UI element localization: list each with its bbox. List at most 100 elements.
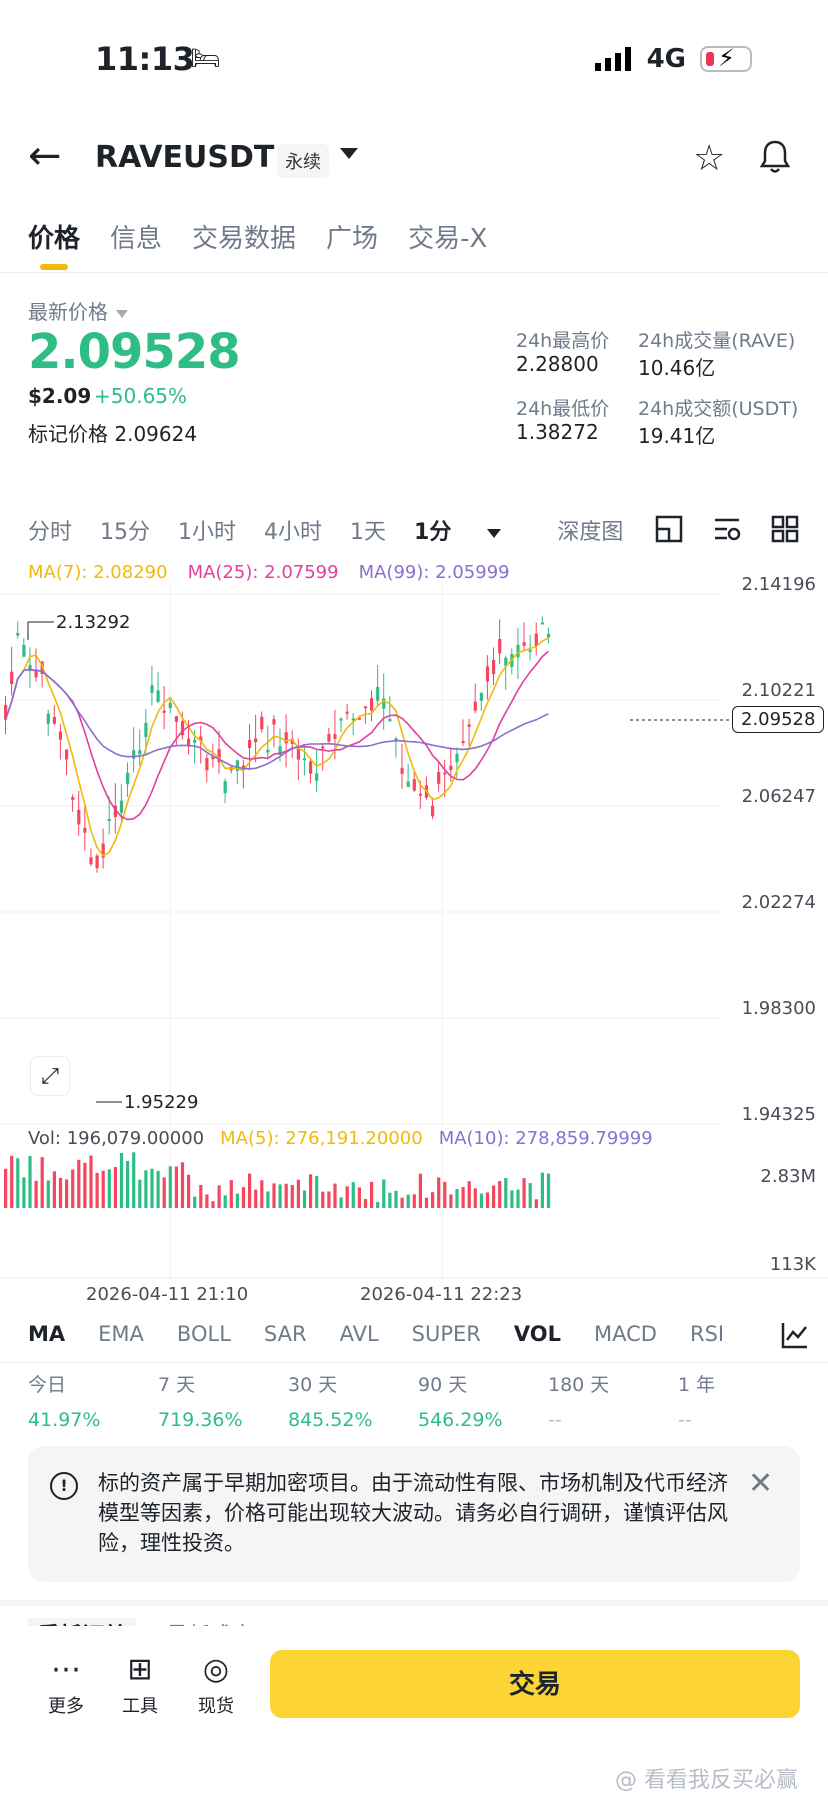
ind-vol[interactable]: VOL (513, 1322, 562, 1346)
volume-bar (223, 1195, 227, 1208)
time-label-2: 2026-04-11 22:23 (360, 1284, 523, 1305)
volume-bar (58, 1177, 63, 1208)
candle-body (126, 772, 130, 785)
trade-button[interactable]: 交易 (270, 1650, 800, 1718)
candle-body (296, 748, 300, 760)
perf-label: 1 年 (678, 1374, 716, 1396)
perf-label: 90 天 (418, 1374, 468, 1396)
candle-body (10, 671, 14, 685)
perf-90d: 90 天 546.29% (418, 1370, 503, 1431)
grid-layout-icon[interactable] (770, 514, 800, 544)
bell-icon[interactable] (760, 140, 790, 174)
volume-bar (168, 1166, 172, 1208)
chart-settings-icon[interactable] (654, 514, 684, 544)
candle-body (309, 761, 313, 774)
close-icon[interactable]: ✕ (748, 1466, 774, 1501)
candle-body (187, 738, 191, 747)
back-arrow-icon[interactable]: ← (28, 133, 62, 179)
indicator-chart-icon[interactable] (780, 1320, 810, 1350)
ind-rsi[interactable]: RSI (689, 1322, 725, 1346)
tools-button[interactable]: ⊞ 工具 (110, 1652, 170, 1718)
candle-body (16, 632, 20, 636)
candle-body (467, 724, 471, 727)
perf-180d: 180 天 -- (548, 1370, 609, 1431)
interval-4h[interactable]: 4小时 (264, 520, 323, 545)
candle-body (540, 622, 544, 625)
candle-body (162, 710, 166, 713)
volume-bar (479, 1193, 483, 1208)
volume-bar (485, 1192, 490, 1208)
ind-macd[interactable]: MACD (594, 1322, 657, 1346)
volume-bar (357, 1187, 361, 1208)
perf-value: 845.52% (288, 1409, 373, 1431)
divider (0, 272, 828, 273)
favorite-star-icon[interactable]: ☆ (693, 138, 726, 179)
current-price-tag: 2.09528 (732, 706, 825, 733)
volume-bar (235, 1193, 239, 1208)
candle-body (278, 746, 282, 755)
tab-info[interactable]: 信息 (110, 224, 163, 254)
symbol-dropdown-icon[interactable] (340, 148, 358, 159)
indicator-tabs: MA EMA BOLL SAR AVL SUPER VOL MACD RSI (28, 1322, 757, 1346)
volume-bar (284, 1183, 288, 1208)
interval-depth[interactable]: 深度图 (557, 520, 624, 545)
candle-body (65, 749, 69, 760)
ind-avl[interactable]: AVL (339, 1322, 379, 1346)
volume-bar (522, 1178, 526, 1208)
fullscreen-icon[interactable]: ⤢ (30, 1056, 70, 1096)
watermark: @ 看看我反买必赢 (615, 1768, 798, 1793)
tab-square[interactable]: 广场 (326, 224, 379, 254)
tab-trade-x[interactable]: 交易-X (408, 224, 488, 254)
ind-sar[interactable]: SAR (263, 1322, 307, 1346)
turnover-24h-label: 24h成交额(USDT) (638, 398, 799, 420)
candle-body (333, 734, 337, 739)
interval-1m[interactable]: 1分 (414, 514, 529, 546)
candle-body (241, 765, 246, 771)
volume-bar (199, 1184, 203, 1208)
candle-body (284, 732, 288, 744)
candle-body (473, 701, 477, 711)
volume-bar (113, 1167, 117, 1208)
interval-1d[interactable]: 1天 (350, 520, 387, 545)
candle-body (138, 750, 142, 755)
perf-30d: 30 天 845.52% (288, 1370, 373, 1431)
spot-button[interactable]: ◎ 现货 (186, 1652, 246, 1718)
volume-bar (16, 1158, 20, 1208)
info-icon: ! (50, 1472, 78, 1500)
volume-bar (400, 1197, 404, 1208)
indicator-settings-icon[interactable] (712, 514, 742, 544)
candle-body (376, 686, 380, 701)
interval-15m[interactable]: 15分 (100, 520, 151, 545)
status-time: 11:13 (95, 40, 195, 78)
candle-body (205, 757, 209, 771)
interval-timeshare[interactable]: 分时 (28, 520, 73, 545)
tab-price[interactable]: 价格 (28, 224, 81, 254)
candle-body (4, 704, 8, 720)
usd-price: $2.09 (28, 384, 92, 408)
y-tick-6: 1.94325 (741, 1104, 816, 1125)
more-button[interactable]: ⋯ 更多 (36, 1652, 96, 1718)
tab-trading-data[interactable]: 交易数据 (192, 224, 297, 254)
ind-ema[interactable]: EMA (98, 1322, 144, 1346)
volume-bar (363, 1199, 368, 1208)
candle-body (315, 773, 319, 781)
candle-body (107, 819, 111, 822)
ind-ma[interactable]: MA (28, 1322, 66, 1346)
candle-body (479, 693, 483, 701)
candlestick-chart[interactable] (0, 580, 828, 1280)
candle-body (528, 649, 532, 652)
volume-bar (52, 1171, 56, 1208)
candle-body (534, 633, 538, 646)
ind-boll[interactable]: BOLL (176, 1322, 231, 1346)
interval-selector: 分时 15分 1小时 4小时 1天 1分 深度图 (28, 514, 651, 546)
volume-bar (119, 1152, 124, 1208)
candle-body (28, 664, 32, 672)
candle-body (516, 645, 520, 658)
ind-super[interactable]: SUPER (411, 1322, 481, 1346)
latest-price-label[interactable]: 最新价格 (28, 296, 128, 325)
vol-ma5-legend: MA(5): 276,191.20000 (220, 1128, 423, 1149)
volume-bar (180, 1162, 185, 1208)
volume-bar (302, 1190, 307, 1208)
symbol-title[interactable]: RAVEUSDT (95, 140, 275, 175)
interval-1h[interactable]: 1小时 (178, 520, 237, 545)
